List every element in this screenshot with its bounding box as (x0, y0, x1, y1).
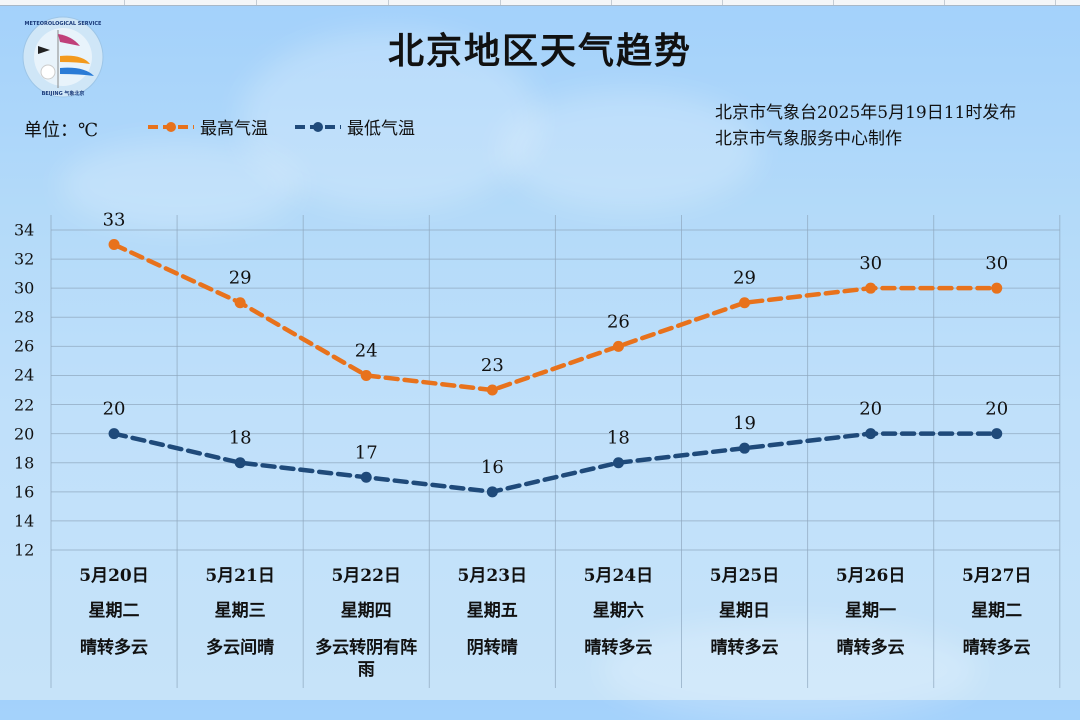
unit-label: 单位：℃ (24, 120, 99, 141)
data-label: 33 (103, 210, 126, 231)
weather-label: 阴转晴 (466, 638, 518, 658)
legend-label-high: 最高气温 (200, 119, 268, 139)
series-low-temp: 20 18 17 16 18 19 20 20 (103, 399, 1008, 498)
data-point (234, 457, 246, 469)
data-point (991, 428, 1003, 440)
weekday-label: 星期一 (845, 601, 897, 621)
date-label: 5月23日 (457, 566, 528, 586)
date-label: 5月20日 (79, 566, 149, 586)
weekday-label: 星期三 (214, 601, 266, 621)
page-title: 北京地区天气趋势 (387, 31, 692, 72)
data-label: 24 (355, 340, 378, 361)
legend-label-low: 最低气温 (347, 119, 415, 139)
data-point (865, 282, 877, 294)
data-point (739, 442, 751, 454)
top-strip (0, 0, 1080, 6)
y-tick-label: 14 (14, 511, 35, 531)
data-label: 23 (481, 355, 504, 376)
issue-time: 北京市气象台2025年5月19日11时发布 (715, 103, 1017, 123)
temperature-chart: 33 29 24 23 26 29 30 30 20 18 17 16 18 19 20 20 (50, 210, 1061, 688)
data-label: 20 (859, 399, 882, 420)
y-tick-label: 28 (14, 307, 35, 327)
weather-label: 多云转阴有阵雨 (315, 638, 418, 680)
background-cloud (500, 90, 760, 210)
weather-label: 晴转多云 (80, 638, 148, 658)
data-point (360, 471, 372, 483)
day-column: 5月25日星期日晴转多云 (682, 565, 808, 685)
data-label: 18 (229, 428, 252, 449)
producer: 北京市气象服务中心制作 (715, 129, 902, 149)
data-point (108, 428, 120, 440)
day-column: 5月23日星期五阴转晴 (429, 565, 555, 685)
day-column: 5月22日星期四多云转阴有阵雨 (303, 565, 429, 685)
data-point (108, 239, 120, 251)
date-label: 5月24日 (583, 566, 654, 586)
y-tick-label: 30 (14, 278, 35, 298)
svg-text:BEIJING 气象北京: BEIJING 气象北京 (42, 90, 85, 97)
date-label: 5月21日 (205, 566, 275, 586)
data-label: 17 (355, 442, 378, 463)
data-point (234, 297, 246, 309)
day-column: 5月24日星期六晴转多云 (555, 565, 681, 685)
issue-info: 北京市气象台2025年5月19日11时发布 北京市气象服务中心制作 (715, 100, 1016, 152)
weekday-label: 星期二 (88, 601, 140, 621)
legend-marker-low-icon (295, 121, 341, 132)
y-tick-label: 26 (14, 336, 35, 356)
data-label: 19 (733, 413, 756, 434)
y-tick-label: 18 (14, 453, 35, 473)
data-label: 30 (859, 253, 882, 274)
data-point (612, 457, 624, 469)
date-label: 5月25日 (709, 566, 780, 586)
legend-item-low: 最低气温 (293, 114, 415, 139)
data-point (865, 428, 877, 440)
y-tick-label: 12 (14, 540, 35, 560)
y-tick-label: 24 (14, 365, 35, 385)
weekday-label: 星期五 (466, 601, 518, 621)
data-label: 20 (985, 399, 1008, 420)
date-label: 5月27日 (961, 566, 1032, 586)
data-label: 18 (607, 428, 630, 449)
background-cloud (240, 30, 540, 210)
data-label: 29 (733, 268, 756, 289)
series-high-temp: 33 29 24 23 26 29 30 30 (103, 210, 1008, 396)
data-label: 20 (103, 399, 126, 420)
y-tick-label: 34 (14, 220, 35, 240)
day-column: 5月21日星期三多云间晴 (177, 565, 303, 685)
weather-label: 多云间晴 (206, 638, 275, 658)
weekday-label: 星期日 (719, 601, 770, 621)
data-point (486, 486, 498, 498)
date-label: 5月22日 (331, 566, 401, 586)
svg-text:METEOROLOGICAL SERVICE: METEOROLOGICAL SERVICE (25, 21, 103, 27)
date-label: 5月26日 (835, 566, 906, 586)
data-point (360, 369, 372, 381)
background-cloud (60, 140, 300, 230)
weather-label: 晴转多云 (710, 638, 779, 658)
weekday-label: 星期二 (971, 601, 1023, 621)
weekday-label: 星期六 (592, 601, 644, 621)
weather-label: 晴转多云 (584, 638, 653, 658)
data-point (739, 297, 751, 309)
day-column: 5月27日星期二晴转多云 (934, 565, 1060, 685)
y-tick-label: 32 (14, 249, 35, 269)
y-tick-label: 16 (14, 482, 35, 502)
legend-marker-high-icon (148, 121, 194, 132)
data-point (486, 384, 498, 396)
weekday-label: 星期四 (340, 601, 392, 621)
data-point (612, 340, 624, 352)
legend-item-high: 最高气温 (146, 114, 268, 139)
data-point (991, 282, 1003, 294)
data-label: 30 (985, 253, 1008, 274)
meteorological-service-logo: METEOROLOGICAL SERVICE BEIJING 气象北京 (22, 16, 104, 98)
data-label: 29 (229, 268, 252, 289)
y-tick-label: 20 (14, 424, 35, 444)
data-label: 26 (607, 311, 630, 332)
weather-label: 晴转多云 (962, 638, 1031, 658)
weather-label: 晴转多云 (836, 638, 905, 658)
data-label: 16 (481, 457, 504, 478)
y-tick-label: 22 (14, 395, 35, 415)
day-column: 5月20日星期二晴转多云 (51, 565, 177, 685)
day-column: 5月26日星期一晴转多云 (808, 565, 934, 685)
